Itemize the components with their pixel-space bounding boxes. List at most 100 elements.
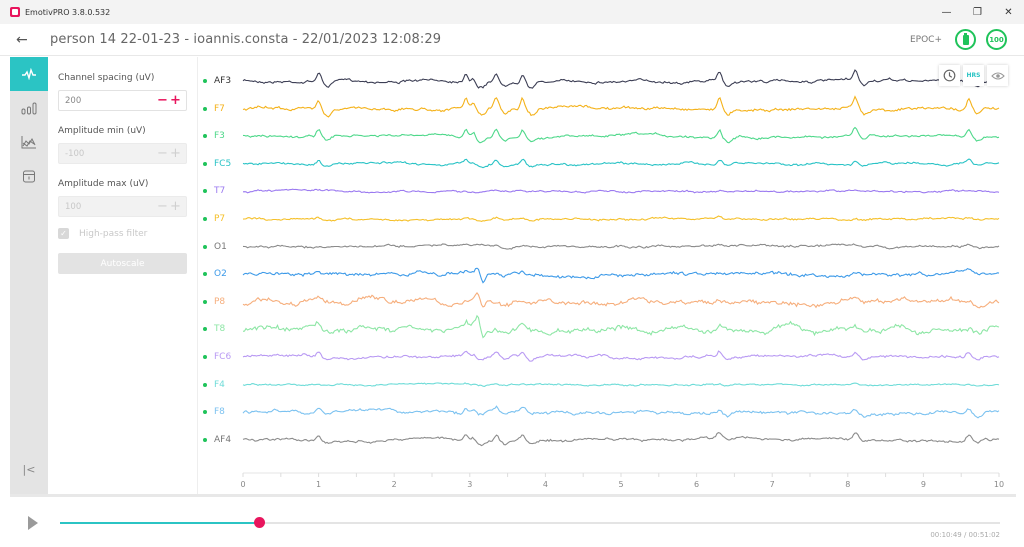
eeg-waveforms: 0 1 2 3 4 5 6 7 8 9 10 — [240, 69, 1004, 489]
increment-button[interactable]: + — [170, 199, 181, 214]
waveform-p7 — [242, 215, 1000, 222]
waveform-p8 — [242, 291, 1000, 309]
page-header: ← person 14 22-01-23 - ioannis.consta - … — [0, 24, 1024, 56]
x-tick-label: 7 — [770, 480, 775, 489]
app-title: EmotivPRO 3.8.0.532 — [25, 7, 111, 17]
channel-status-dot — [203, 217, 207, 221]
amplitude-min-value[interactable]: -100 — [65, 148, 85, 159]
channel-label-fc5[interactable]: FC5 — [203, 158, 231, 170]
eye-button[interactable] — [987, 65, 1008, 86]
playback-timeline[interactable] — [60, 517, 1000, 528]
channel-label-f4[interactable]: F4 — [203, 379, 225, 391]
decrement-button[interactable]: − — [157, 146, 168, 161]
channel-label-o1[interactable]: O1 — [203, 241, 227, 253]
channel-status-dot — [203, 161, 207, 166]
waveform-af4 — [242, 431, 1000, 447]
decrement-button[interactable]: − — [157, 199, 168, 214]
x-tick-label: 4 — [543, 480, 548, 489]
channel-label-t7[interactable]: T7 — [203, 185, 225, 197]
channel-status-dot — [203, 382, 207, 387]
restore-button[interactable]: ❐ — [973, 6, 982, 18]
amplitude-min-input[interactable]: -100 − + — [58, 143, 187, 164]
channel-label-o2[interactable]: O2 — [203, 268, 227, 280]
x-tick-label: 3 — [467, 480, 472, 489]
channel-name: O2 — [214, 269, 227, 280]
device-label: EPOC+ — [909, 34, 942, 45]
playback-time: 00:10:49 / 00:51:02 — [930, 531, 1000, 539]
x-tick-label: 1 — [316, 480, 321, 489]
channel-label-f3[interactable]: F3 — [203, 130, 225, 142]
channel-label-p8[interactable]: P8 — [203, 296, 225, 308]
waveform-t7 — [242, 188, 1000, 194]
close-button[interactable]: ✕ — [1004, 6, 1013, 18]
battery-icon[interactable] — [955, 29, 976, 50]
channel-label-p7[interactable]: P7 — [203, 213, 225, 225]
channel-status-dot — [203, 327, 207, 332]
sidebar-item-data-packets[interactable] — [10, 159, 48, 193]
waveform-o2 — [242, 267, 1000, 284]
channel-name: FC6 — [214, 352, 232, 362]
channel-name: F3 — [214, 131, 225, 142]
plot-overlay-controls: HRS — [939, 65, 1008, 86]
sidebar-item-raw-eeg[interactable] — [10, 57, 48, 91]
channel-name: FC5 — [214, 158, 232, 169]
channel-label-f7[interactable]: F7 — [203, 103, 225, 115]
increment-button[interactable]: + — [170, 146, 181, 161]
amplitude-max-label: Amplitude max (uV) — [58, 179, 149, 189]
channel-name: AF3 — [214, 76, 232, 86]
waveform-o1 — [242, 243, 1000, 250]
x-tick-label: 0 — [240, 480, 245, 489]
increment-button[interactable]: + — [170, 93, 181, 108]
channel-status-dot — [203, 134, 207, 139]
timeline-thumb[interactable] — [254, 517, 266, 528]
sidebar-item-band-power[interactable] — [10, 91, 48, 125]
channel-status-dot — [203, 79, 207, 83]
hrs-button[interactable]: HRS — [963, 65, 984, 86]
eye-icon — [990, 71, 1005, 80]
high-pass-filter-toggle[interactable]: ✓ High-pass filter — [58, 228, 147, 239]
channel-status-dot — [203, 106, 207, 111]
channel-status-dot — [203, 410, 207, 415]
waveform-icon — [22, 68, 36, 80]
collapse-sidebar-button[interactable]: |< — [22, 463, 36, 476]
timeline-progress — [60, 522, 260, 524]
channel-label-fc6[interactable]: FC6 — [203, 351, 231, 363]
channel-spacing-value[interactable]: 200 — [65, 95, 82, 106]
clock-button[interactable] — [939, 65, 960, 86]
channel-name: F7 — [214, 103, 225, 114]
channel-name: AF4 — [214, 434, 232, 445]
channel-status-dot — [203, 437, 207, 442]
high-pass-checkbox[interactable]: ✓ — [58, 228, 69, 239]
amplitude-max-value[interactable]: 100 — [65, 201, 82, 212]
sidebar-item-performance-metrics[interactable] — [10, 125, 48, 159]
channel-label-f8[interactable]: F8 — [203, 406, 225, 418]
channel-status-dot — [203, 299, 207, 304]
channel-spacing-label: Channel spacing (uV) — [58, 73, 155, 83]
signal-quality-badge[interactable]: 100 — [986, 29, 1007, 50]
waveform-f3 — [242, 126, 1000, 144]
amplitude-max-input[interactable]: 100 − + — [58, 196, 187, 217]
x-tick-label: 8 — [845, 480, 850, 489]
channel-status-dot — [203, 355, 207, 359]
x-tick-label: 10 — [994, 480, 1004, 489]
channel-name: P8 — [214, 296, 226, 307]
window-titlebar: EmotivPRO 3.8.0.532 — ❐ ✕ — [0, 0, 1024, 24]
line-chart-icon — [21, 136, 36, 149]
minimize-button[interactable]: — — [941, 6, 952, 18]
channel-name: P7 — [214, 214, 226, 224]
channel-label-t8[interactable]: T8 — [203, 323, 225, 335]
waveform-f7 — [242, 95, 1000, 118]
play-button[interactable] — [28, 516, 38, 530]
decrement-button[interactable]: − — [157, 93, 168, 108]
back-arrow-icon[interactable]: ← — [16, 31, 28, 48]
channel-spacing-input[interactable]: 200 − + — [58, 90, 187, 111]
channel-name: F8 — [214, 407, 225, 418]
channel-label-af4[interactable]: AF4 — [203, 434, 231, 446]
channel-status-dot — [203, 272, 207, 277]
channel-name: F4 — [214, 379, 225, 390]
autoscale-button[interactable]: Autoscale — [58, 253, 187, 274]
x-tick-label: 6 — [694, 480, 699, 489]
eeg-plot[interactable]: 0 1 2 3 4 5 6 7 8 9 10 AF3 F7 F3 FC5 T7 P7 O1 O2 P8 T8 FC6 F4… — [199, 57, 1016, 494]
channel-label-af3[interactable]: AF3 — [203, 75, 231, 87]
clock-icon — [943, 69, 956, 82]
